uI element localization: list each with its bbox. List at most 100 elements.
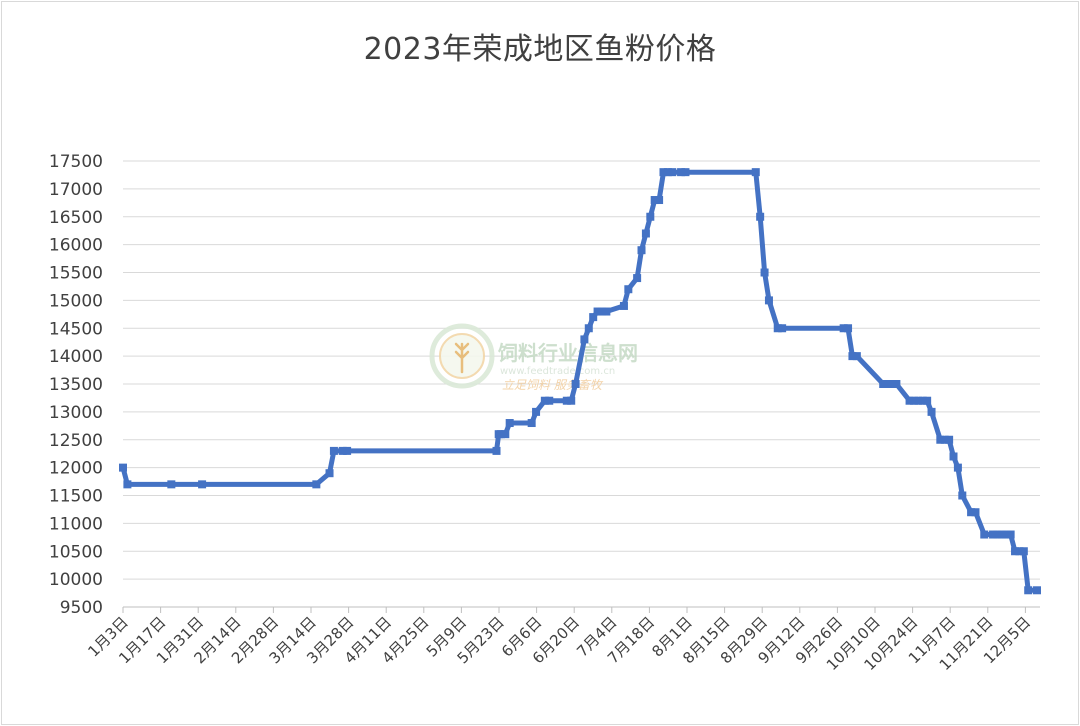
data-point (1024, 586, 1033, 595)
y-tick-label: 12000 (49, 459, 103, 479)
data-point (1019, 547, 1028, 556)
data-point (993, 530, 1002, 539)
data-point (663, 168, 672, 177)
y-tick-label: 13000 (49, 403, 103, 423)
data-point (764, 296, 773, 305)
data-point (852, 352, 861, 361)
data-point (778, 324, 787, 333)
data-point (343, 446, 352, 455)
data-point (949, 452, 958, 461)
y-tick-labels: 9500 10000 10500 11000 11500 12000 12500 13000 1… (49, 152, 103, 618)
data-point (167, 480, 176, 489)
wheat-leaf-logo-icon (429, 323, 495, 389)
data-point (562, 396, 571, 405)
y-tick-label: 16000 (49, 236, 103, 256)
data-point (997, 530, 1006, 539)
data-point (905, 396, 914, 405)
data-point (923, 396, 932, 405)
data-point (496, 430, 505, 439)
data-point (312, 480, 321, 489)
data-point (971, 508, 980, 517)
y-tick-label: 10500 (49, 542, 103, 562)
data-point (980, 530, 989, 539)
data-point (953, 463, 962, 472)
data-point (624, 285, 633, 294)
y-tick-label: 17500 (49, 152, 103, 172)
data-point (756, 212, 765, 221)
data-point (989, 530, 998, 539)
data-point (773, 324, 782, 333)
data-point (540, 396, 549, 405)
data-point (945, 435, 954, 444)
data-point (580, 335, 589, 344)
data-point (501, 430, 510, 439)
data-point (1006, 530, 1015, 539)
data-point (940, 435, 949, 444)
data-point (844, 324, 853, 333)
data-point (751, 168, 760, 177)
data-point (1002, 530, 1011, 539)
data-point (633, 274, 642, 283)
data-point (329, 446, 338, 455)
data-point (958, 491, 967, 500)
data-point (967, 508, 976, 517)
data-point (619, 301, 628, 310)
data-point (668, 168, 677, 177)
data-point (936, 435, 945, 444)
data-point (637, 246, 646, 255)
data-point (646, 212, 655, 221)
data-point (681, 168, 690, 177)
data-point (123, 480, 132, 489)
data-point (883, 380, 892, 388)
data-point (584, 324, 593, 333)
data-point (571, 380, 580, 388)
data-point (532, 407, 541, 416)
watermark-slogan: 立足饲料 服务畜牧 (502, 378, 604, 392)
data-point (927, 407, 936, 416)
data-point (909, 396, 918, 405)
data-point (839, 324, 848, 333)
data-point (677, 168, 686, 177)
data-point (597, 307, 606, 316)
data-point (119, 463, 127, 472)
y-tick-label: 14500 (49, 319, 103, 339)
y-tick-label: 14000 (49, 347, 103, 367)
y-tick-label: 11000 (49, 514, 103, 534)
data-point (545, 396, 554, 405)
y-tick-label: 11500 (49, 487, 103, 507)
data-point (914, 396, 923, 405)
y-tick-label: 9500 (60, 598, 103, 618)
data-point (589, 313, 598, 322)
y-tick-label: 17000 (49, 180, 103, 200)
data-point (1015, 547, 1024, 556)
x-tick-labels: 1月3日1月17日1月31日2月14日2月28日3月14日3月28日4月11日4… (84, 613, 1034, 674)
y-tick-label: 10000 (49, 570, 103, 590)
watermark-url: www.feedtrade.com.cn (500, 366, 615, 377)
y-tick-label: 15500 (49, 264, 103, 284)
x-axis (122, 606, 1040, 613)
data-point (593, 307, 602, 316)
data-point (492, 446, 501, 455)
y-tick-label: 12500 (49, 431, 103, 451)
data-point (527, 419, 536, 428)
data-point (655, 196, 664, 205)
data-point (650, 196, 659, 205)
data-point (918, 396, 927, 405)
data-point (641, 229, 650, 238)
data-point (1033, 586, 1041, 595)
data-point (338, 446, 347, 455)
data-point (325, 469, 334, 478)
data-point (505, 419, 514, 428)
data-point (659, 168, 668, 177)
data-point (879, 380, 888, 388)
series-layer (119, 168, 1041, 595)
y-tick-label: 15000 (49, 291, 103, 311)
y-tick-label: 16500 (49, 208, 103, 228)
y-tick-label: 13500 (49, 375, 103, 395)
data-point (892, 380, 901, 388)
chart-title: 2023年荣成地区鱼粉价格 (363, 32, 717, 67)
data-point (198, 480, 207, 489)
data-point (1011, 547, 1020, 556)
